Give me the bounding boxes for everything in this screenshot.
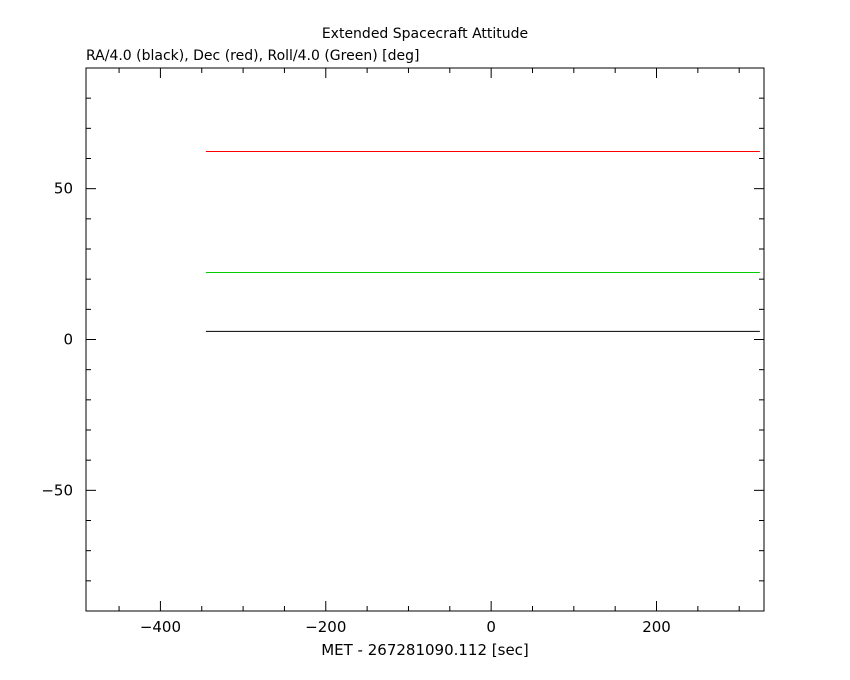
x-tick-label: 200 [642,618,671,636]
x-tick-label: −400 [140,618,181,636]
ticks-layer: −400 −200 0 200 −50 0 50 [41,68,764,636]
plot-frame [85,67,765,612]
chart-title: Extended Spacecraft Attitude [322,26,528,42]
y-tick-label: 0 [63,331,73,349]
series-layer [205,151,760,332]
y-tick-label: −50 [41,481,73,499]
x-tick-label: 0 [486,618,496,636]
x-tick-label: −200 [305,618,346,636]
y-axis-label: RA/4.0 (black), Dec (red), Roll/4.0 (Gre… [86,48,419,64]
x-axis-label: MET - 267281090.112 [sec] [321,641,529,659]
y-tick-label: 50 [54,180,73,198]
